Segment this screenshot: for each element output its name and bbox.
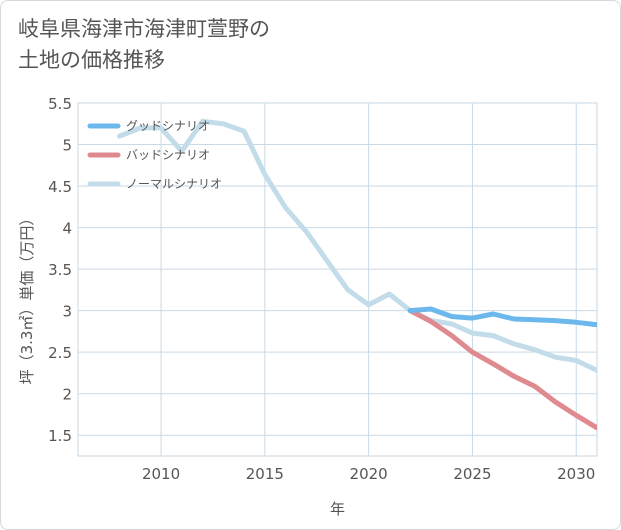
series-line-normal [117,118,597,373]
y-tick-label: 3 [62,303,72,321]
y-tick-label: 3.5 [48,261,72,279]
grid [77,102,598,457]
x-tick-label: 2010 [142,465,180,483]
y-tick-label: 4.5 [48,178,72,196]
legend-label-good: グッドシナリオ [126,119,210,133]
series-line-good [407,306,597,328]
y-tick-label: 2 [62,386,72,404]
chart-title: 岐阜県海津市海津町萱野の 土地の価格推移 [18,14,270,76]
x-tick-label: 2025 [453,465,491,483]
legend-label-bad: バッドシナリオ [126,148,210,162]
y-tick-label: 2.5 [48,344,72,362]
y-tick-label: 5 [62,137,72,155]
chart-title-line-2: 土地の価格推移 [18,48,165,72]
legend-label-normal: ノーマルシナリオ [126,177,222,191]
series-line-bad [407,308,597,431]
x-axis-ticks: 2010 2015 2020 2025 2030 [142,465,595,483]
x-tick-label: 2015 [246,465,284,483]
series-lines [117,118,597,431]
y-tick-label: 4 [62,220,72,238]
y-axis-label: 坪（3.3㎡）単価（万円） [18,211,36,385]
y-axis-ticks: 1.5 2 2.5 3 3.5 4 4.5 5 5.5 [48,95,72,445]
chart-title-line-1: 岐阜県海津市海津町萱野の [18,17,270,41]
x-tick-label: 2030 [557,465,595,483]
x-axis-label: 年 [330,500,345,518]
y-tick-label: 1.5 [48,427,72,445]
y-tick-label: 5.5 [48,95,72,113]
x-tick-label: 2020 [350,465,388,483]
